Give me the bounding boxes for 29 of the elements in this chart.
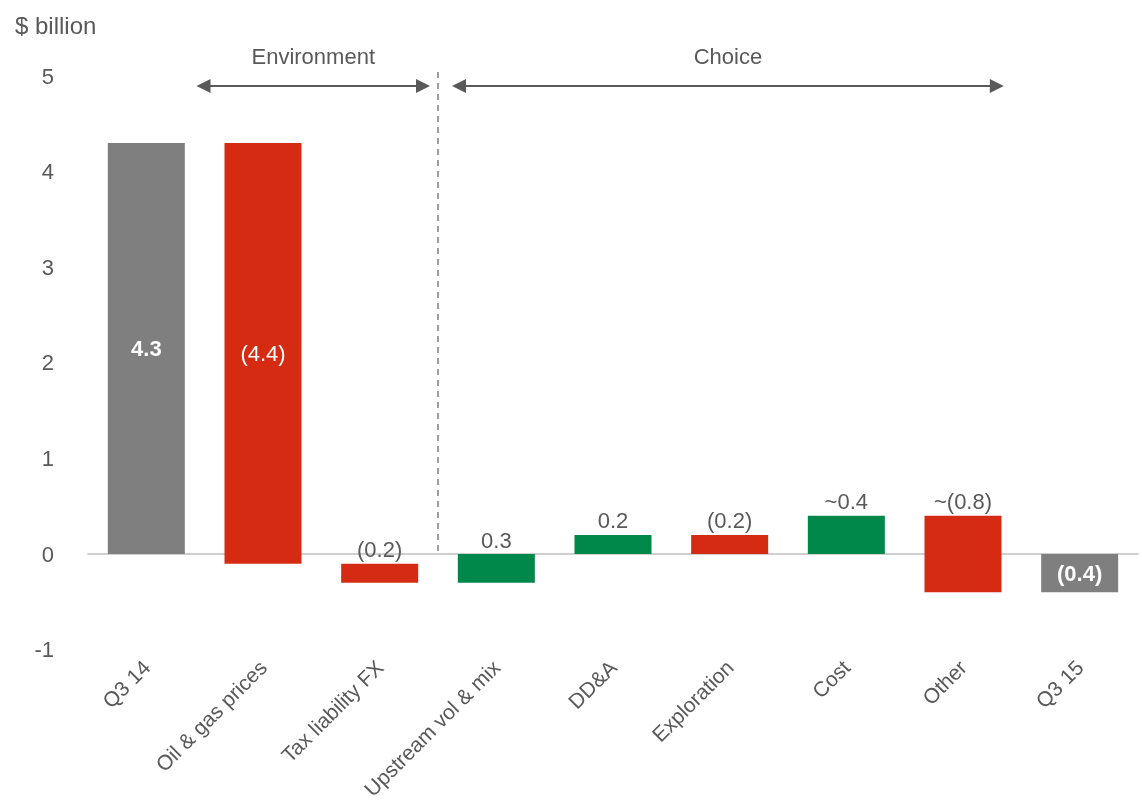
data-label: 4.3 — [131, 336, 162, 362]
y-tick-label: 2 — [41, 350, 54, 376]
bar — [341, 563, 419, 583]
y-axis-title: $ billion — [15, 11, 97, 39]
bar — [107, 142, 185, 555]
bar — [574, 534, 652, 555]
bar — [924, 515, 1002, 593]
y-tick-label: 1 — [41, 445, 54, 471]
data-label: (4.4) — [240, 340, 286, 366]
data-label: 0.2 — [597, 508, 629, 534]
text: Environment — [251, 44, 376, 69]
data-label: 0.3 — [481, 527, 512, 553]
data-label: (0.4) — [1057, 560, 1103, 586]
y-tick-label: -1 — [34, 637, 54, 663]
data-label: ~(0.8) — [933, 489, 993, 515]
y-tick-label: 0 — [41, 541, 54, 567]
bar — [691, 534, 769, 555]
bar — [457, 554, 535, 583]
x-tick-label: Q3 15 — [1031, 655, 1088, 713]
y-tick-label: 4 — [41, 159, 54, 185]
data-label: ~0.4 — [824, 489, 869, 515]
y-tick-label: 3 — [41, 254, 54, 280]
data-label: (0.2) — [707, 508, 753, 534]
bar — [224, 142, 302, 564]
bar — [807, 515, 885, 555]
text: Choice — [693, 44, 763, 69]
x-tick-label: Q3 14 — [97, 655, 155, 713]
y-tick-label: 5 — [41, 63, 54, 89]
data-label: (0.2) — [357, 537, 403, 563]
